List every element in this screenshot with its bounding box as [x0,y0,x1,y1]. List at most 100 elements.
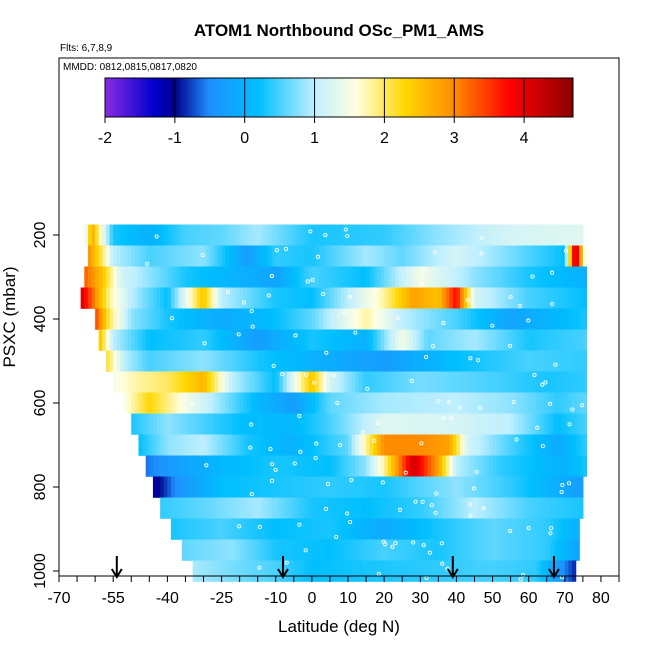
heat-cell [492,308,497,330]
heat-cell [246,455,252,477]
heat-cell [376,539,382,561]
heat-cell [254,455,259,477]
heat-cell [160,308,165,330]
heat-cell [225,413,230,435]
heat-cell [434,476,439,498]
heat-cell [243,266,248,288]
heat-cell [398,518,403,540]
heat-cell [460,455,465,477]
heat-cell [561,392,566,414]
heat-cell [427,371,432,393]
heat-cell [264,434,270,456]
heat-cell [337,287,342,309]
heat-cell [333,308,338,330]
heat-cell [438,266,443,288]
heat-cell [358,560,364,582]
heat-cell [225,434,230,456]
heat-cell [171,371,176,393]
heat-cell [264,224,270,246]
sample-point [440,561,445,566]
heat-cell [485,350,490,372]
heat-cell [514,245,519,267]
heat-cell [149,392,154,414]
heat-cell [369,560,374,582]
heat-cell [228,392,234,414]
heat-cell [178,266,183,288]
heat-cell [470,266,476,288]
heat-cell [492,287,497,309]
heat-cell [152,329,158,351]
heat-cell [434,518,439,540]
heat-cell [474,560,479,582]
heat-cell [286,539,291,561]
heat-cell [333,245,338,267]
heat-cell [232,308,237,330]
heat-cell [575,455,580,477]
heat-cell [293,476,299,498]
heat-cell [582,434,588,456]
heat-cell [254,308,259,330]
heat-cell [452,455,458,477]
heat-cell [293,434,299,456]
heat-cell [510,413,515,435]
sample-point [249,492,254,497]
heat-cell [532,287,537,309]
heat-cell [149,455,154,477]
heat-cell [174,266,179,288]
heat-cell [532,518,537,540]
x-tick-label: -55 [102,590,125,607]
heat-cell [246,518,252,540]
heat-cell [431,476,436,498]
heat-cell [283,476,288,498]
sample-point [530,274,535,279]
heat-cell [315,371,320,393]
x-tick-label: 80 [592,590,610,607]
heat-cell [322,413,327,435]
heat-cell [546,518,551,540]
heat-cell [535,224,541,246]
heat-cell [203,539,208,561]
heat-cell [525,560,530,582]
heat-cell [568,455,573,477]
heat-cell [217,560,223,582]
heat-cell [420,434,425,456]
heat-cell [268,224,273,246]
heat-layer [84,266,588,288]
heat-cell [254,329,259,351]
heat-cell [543,245,548,267]
heat-cell [351,224,356,246]
heat-cell [181,497,187,519]
heat-cell [539,413,544,435]
heat-cell [553,476,559,498]
heat-cell [196,455,201,477]
heat-cell [228,308,234,330]
heat-cell [109,350,114,372]
heat-cell [452,329,458,351]
heat-cell [572,455,577,477]
heat-cell [413,224,418,246]
heat-cell [553,392,559,414]
heat-cell [445,455,450,477]
heat-cell [535,245,541,267]
heat-cell [416,350,421,372]
heat-cell [272,434,277,456]
heat-cell [557,371,562,393]
heat-cell [366,371,371,393]
heat-cell [413,476,418,498]
heat-cell [427,224,432,246]
heat-cell [539,371,544,393]
heat-cell [275,539,280,561]
heat-cell [395,245,400,267]
heat-cell [207,350,212,372]
heat-cell [257,329,262,351]
heat-cell [134,371,140,393]
heat-cell [510,434,515,456]
heat-cell [257,350,262,372]
heat-cell [496,497,501,519]
heat-cell [568,434,573,456]
heat-cell [217,308,223,330]
heat-cell [283,350,288,372]
heat-cell [351,539,356,561]
heat-cell [329,392,335,414]
arrow-marker [446,556,459,579]
